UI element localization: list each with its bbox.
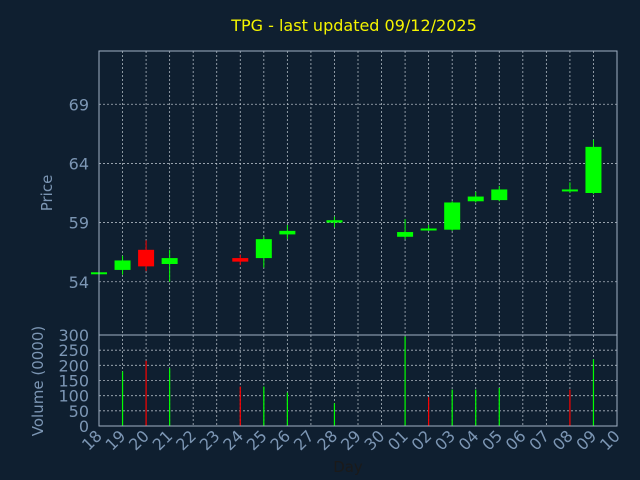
chart-title: TPG - last updated 09/12/2025: [230, 16, 477, 35]
volume-tick-label: 250: [58, 341, 89, 360]
volume-axis-label: Volume (0000): [29, 326, 47, 436]
day-axis-label: Day: [333, 458, 363, 476]
volume-tick-label: 300: [58, 326, 89, 345]
price-candles: [91, 139, 602, 282]
candle-body: [444, 202, 461, 230]
candle-body: [326, 220, 343, 223]
candle-body: [420, 228, 437, 231]
candle-body: [467, 196, 484, 202]
day-x-ticks: 1819202122232425262728293001020304050607…: [78, 426, 624, 454]
candle-body: [397, 232, 414, 237]
day-tick-label: 10: [596, 426, 624, 454]
price-axis-label: Price: [38, 175, 56, 212]
volume-bars: [121, 336, 595, 426]
volume-tick-label: 50: [69, 402, 89, 421]
price-tick-label: 59: [69, 214, 89, 233]
volume-tick-label: 100: [58, 387, 89, 406]
volume-plot-frame: [98, 334, 618, 427]
volume-tick-label: 200: [58, 356, 89, 375]
candle-body: [491, 189, 508, 201]
price-tick-label: 64: [69, 154, 89, 173]
candle-body: [114, 260, 131, 270]
volume-tick-label: 0: [79, 417, 89, 436]
price-tick-label: 69: [69, 95, 89, 114]
candle-body: [561, 189, 578, 192]
price-y-ticks: 54 59 64 69: [69, 95, 89, 292]
candle-body: [255, 239, 272, 259]
candle-body: [232, 258, 249, 262]
candle-body: [138, 249, 155, 267]
price-grid: [99, 51, 617, 335]
candle-body: [585, 146, 602, 193]
volume-grid: [99, 335, 617, 426]
price-tick-label: 54: [69, 273, 89, 292]
candle-body: [279, 230, 296, 235]
candle-body: [161, 258, 178, 264]
volume-tick-label: 150: [58, 372, 89, 391]
